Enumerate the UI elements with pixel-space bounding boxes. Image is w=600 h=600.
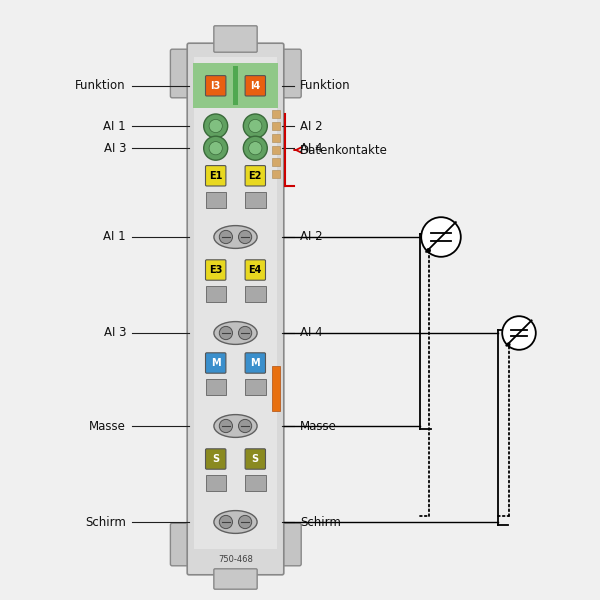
Bar xyxy=(193,63,278,108)
Text: Datenkontakte: Datenkontakte xyxy=(300,143,388,157)
Bar xyxy=(206,379,226,395)
Bar xyxy=(206,286,226,302)
Text: AI 3: AI 3 xyxy=(104,326,126,340)
Text: AI 1: AI 1 xyxy=(103,230,126,244)
FancyBboxPatch shape xyxy=(206,449,226,469)
Text: Schirm: Schirm xyxy=(85,515,126,529)
FancyBboxPatch shape xyxy=(282,49,301,98)
Circle shape xyxy=(204,136,228,160)
Bar xyxy=(245,192,265,208)
Text: E4: E4 xyxy=(248,265,262,275)
Ellipse shape xyxy=(214,511,257,533)
Text: E2: E2 xyxy=(248,171,262,181)
Circle shape xyxy=(244,136,267,160)
Circle shape xyxy=(239,230,252,244)
Text: Funktion: Funktion xyxy=(76,79,126,92)
FancyBboxPatch shape xyxy=(206,353,226,373)
Text: S: S xyxy=(212,454,219,464)
Bar xyxy=(272,134,280,142)
Text: Masse: Masse xyxy=(89,419,126,433)
Text: Masse: Masse xyxy=(300,419,337,433)
Text: AI 2: AI 2 xyxy=(300,230,323,244)
Ellipse shape xyxy=(214,415,257,437)
FancyBboxPatch shape xyxy=(170,49,190,98)
FancyBboxPatch shape xyxy=(282,523,301,566)
Text: M: M xyxy=(211,358,221,368)
Circle shape xyxy=(244,114,267,138)
Bar xyxy=(206,192,226,208)
Text: 750-468: 750-468 xyxy=(218,556,253,564)
FancyBboxPatch shape xyxy=(245,76,265,96)
FancyBboxPatch shape xyxy=(170,523,190,566)
Circle shape xyxy=(209,119,223,133)
Text: E1: E1 xyxy=(209,171,223,181)
Ellipse shape xyxy=(214,322,257,344)
Text: E3: E3 xyxy=(209,265,223,275)
Text: AI 3: AI 3 xyxy=(104,142,126,155)
Text: M: M xyxy=(250,358,260,368)
Circle shape xyxy=(249,142,262,155)
Bar xyxy=(272,170,280,178)
Bar xyxy=(272,146,280,154)
Text: AI 2: AI 2 xyxy=(300,119,323,133)
FancyBboxPatch shape xyxy=(206,260,226,280)
Bar xyxy=(233,66,238,105)
Text: Funktion: Funktion xyxy=(300,79,350,92)
Bar xyxy=(245,286,265,302)
FancyBboxPatch shape xyxy=(245,449,265,469)
Circle shape xyxy=(220,419,233,433)
FancyBboxPatch shape xyxy=(206,166,226,186)
Circle shape xyxy=(220,515,233,529)
Ellipse shape xyxy=(214,226,257,248)
Text: Schirm: Schirm xyxy=(300,515,341,529)
Circle shape xyxy=(239,419,252,433)
Bar xyxy=(245,475,265,491)
Text: AI 4: AI 4 xyxy=(300,326,323,340)
Bar xyxy=(272,122,280,130)
Circle shape xyxy=(421,217,461,257)
Circle shape xyxy=(239,326,252,340)
FancyBboxPatch shape xyxy=(245,353,265,373)
FancyBboxPatch shape xyxy=(214,569,257,589)
Text: I3: I3 xyxy=(211,81,221,91)
Text: AI 1: AI 1 xyxy=(103,119,126,133)
Circle shape xyxy=(204,114,228,138)
Text: S: S xyxy=(252,454,259,464)
Circle shape xyxy=(220,230,233,244)
Bar xyxy=(272,110,280,118)
FancyBboxPatch shape xyxy=(187,43,284,575)
Bar xyxy=(194,57,277,549)
Circle shape xyxy=(220,326,233,340)
Text: AI 4: AI 4 xyxy=(300,142,323,155)
FancyBboxPatch shape xyxy=(206,76,226,96)
Bar xyxy=(272,158,280,166)
Bar xyxy=(245,379,265,395)
Bar xyxy=(206,475,226,491)
Circle shape xyxy=(239,515,252,529)
Circle shape xyxy=(209,142,223,155)
Circle shape xyxy=(249,119,262,133)
Circle shape xyxy=(502,316,536,350)
FancyBboxPatch shape xyxy=(245,260,265,280)
FancyBboxPatch shape xyxy=(245,166,265,186)
Text: I4: I4 xyxy=(250,81,260,91)
FancyBboxPatch shape xyxy=(214,26,257,52)
Bar xyxy=(272,366,280,411)
